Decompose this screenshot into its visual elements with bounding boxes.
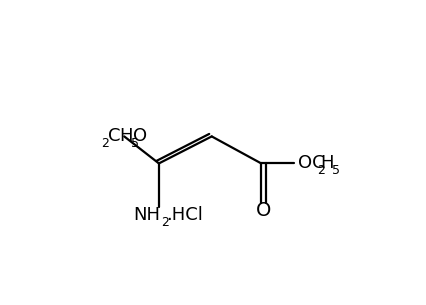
Text: .HCl: .HCl [167, 206, 203, 224]
Text: OC: OC [298, 154, 324, 172]
Text: H: H [320, 154, 334, 172]
Text: 2: 2 [101, 137, 109, 150]
Text: 2: 2 [317, 164, 325, 177]
Text: H: H [119, 127, 133, 145]
Text: 5: 5 [131, 137, 139, 150]
Text: 5: 5 [331, 164, 340, 177]
Text: O: O [133, 127, 147, 145]
Text: O: O [256, 201, 271, 220]
Text: NH: NH [133, 206, 161, 224]
Text: 2: 2 [161, 216, 169, 229]
Text: C: C [109, 127, 121, 145]
